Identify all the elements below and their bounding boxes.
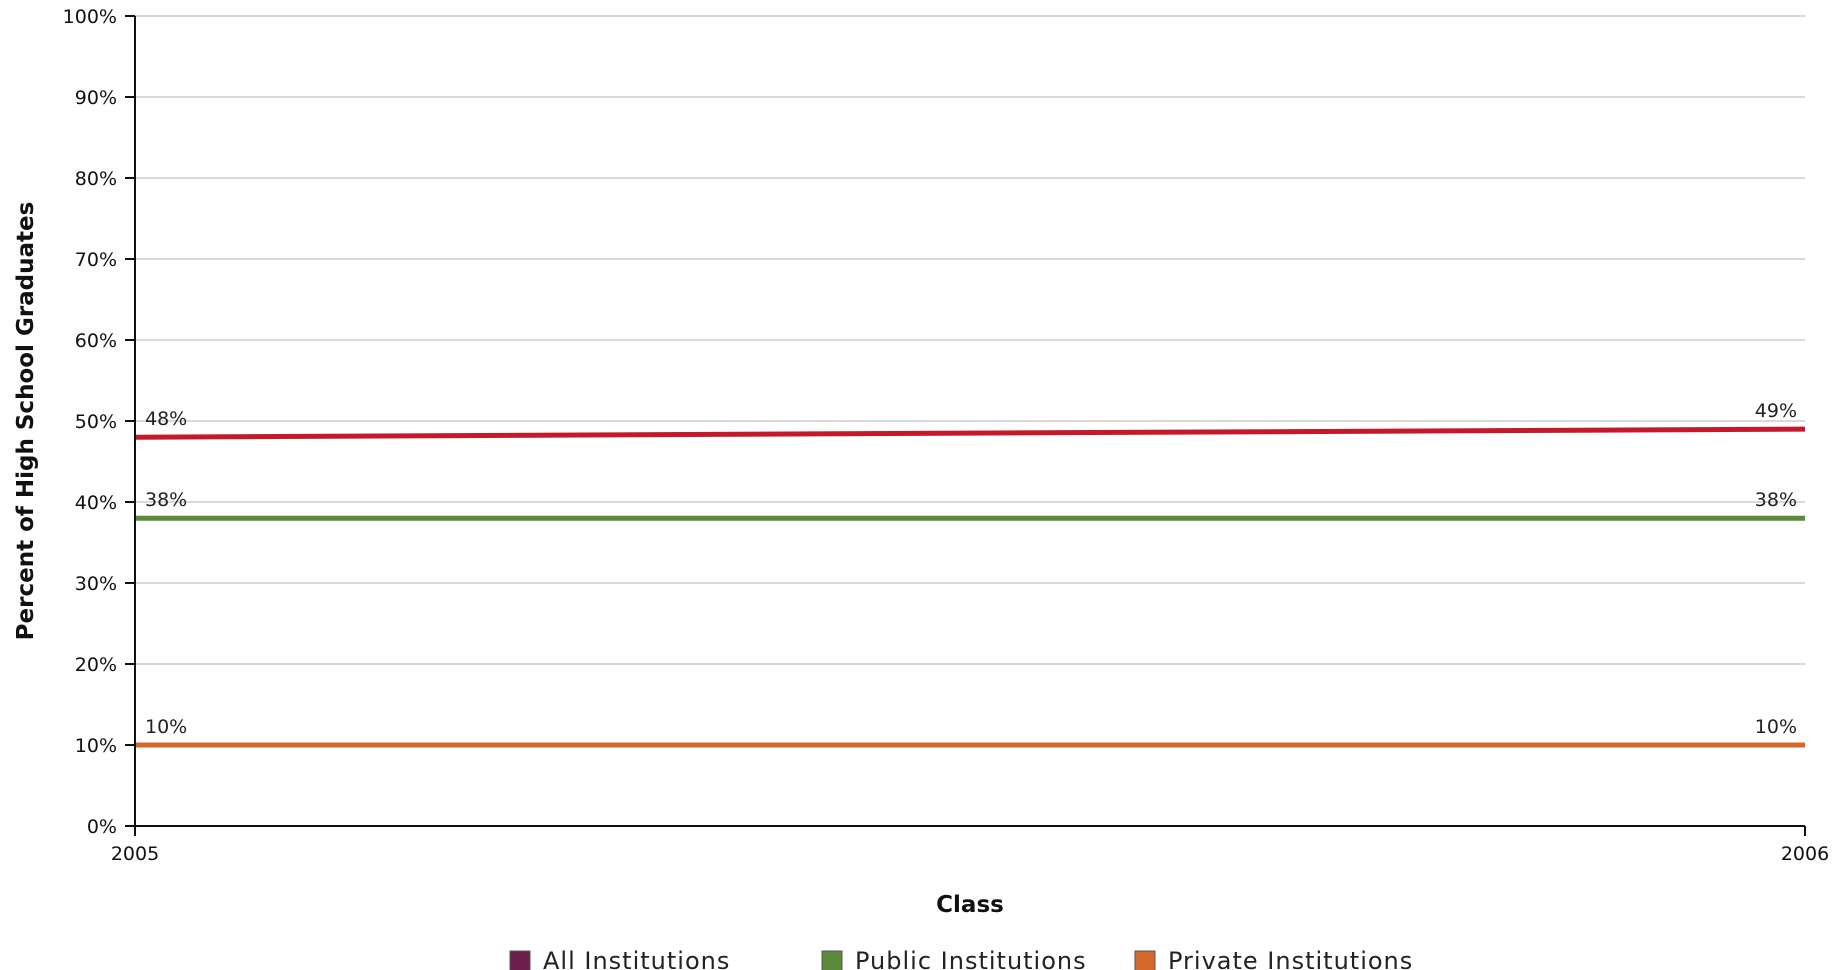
y-axis-ticks: 0% 10% 20% 30% 40% 50% 60% 70% 80% 90% 100% bbox=[63, 6, 135, 838]
data-label: 49% bbox=[1755, 400, 1797, 422]
y-tick-label: 20% bbox=[75, 654, 117, 676]
y-tick-label: 60% bbox=[75, 330, 117, 352]
y-tick-label: 10% bbox=[75, 735, 117, 757]
data-label: 10% bbox=[145, 716, 187, 738]
y-tick-label: 0% bbox=[87, 816, 117, 838]
gridlines bbox=[135, 15, 1805, 746]
data-label: 48% bbox=[145, 408, 187, 430]
x-axis-ticks: 2005 2006 bbox=[111, 826, 1829, 865]
x-axis-title: Class bbox=[936, 892, 1004, 918]
series-lines bbox=[134, 426, 1806, 748]
y-tick-label: 100% bbox=[63, 6, 117, 28]
y-tick-label: 70% bbox=[75, 249, 117, 271]
legend-swatch bbox=[821, 950, 843, 970]
legend-swatch bbox=[509, 950, 531, 970]
legend-label: All Institutions bbox=[543, 947, 730, 970]
legend-label: Public Institutions bbox=[855, 947, 1087, 970]
series-line-0 bbox=[134, 426, 1806, 440]
data-label: 38% bbox=[1755, 489, 1797, 511]
y-tick-label: 30% bbox=[75, 573, 117, 595]
data-labels: 48% 49% 38% 38% 10% 10% bbox=[145, 400, 1797, 738]
data-label: 10% bbox=[1755, 716, 1797, 738]
y-tick-label: 90% bbox=[75, 87, 117, 109]
x-tick-label: 2006 bbox=[1781, 843, 1829, 865]
y-tick-label: 80% bbox=[75, 168, 117, 190]
legend: All Institutions Public Institutions Priva… bbox=[509, 947, 1413, 970]
data-label: 38% bbox=[145, 489, 187, 511]
y-tick-label: 40% bbox=[75, 492, 117, 514]
legend-swatch bbox=[1134, 950, 1156, 970]
x-tick-label: 2005 bbox=[111, 843, 159, 865]
y-axis-title: Percent of High School Graduates bbox=[13, 202, 39, 641]
y-tick-label: 50% bbox=[75, 411, 117, 433]
legend-label: Private Institutions bbox=[1168, 947, 1413, 970]
